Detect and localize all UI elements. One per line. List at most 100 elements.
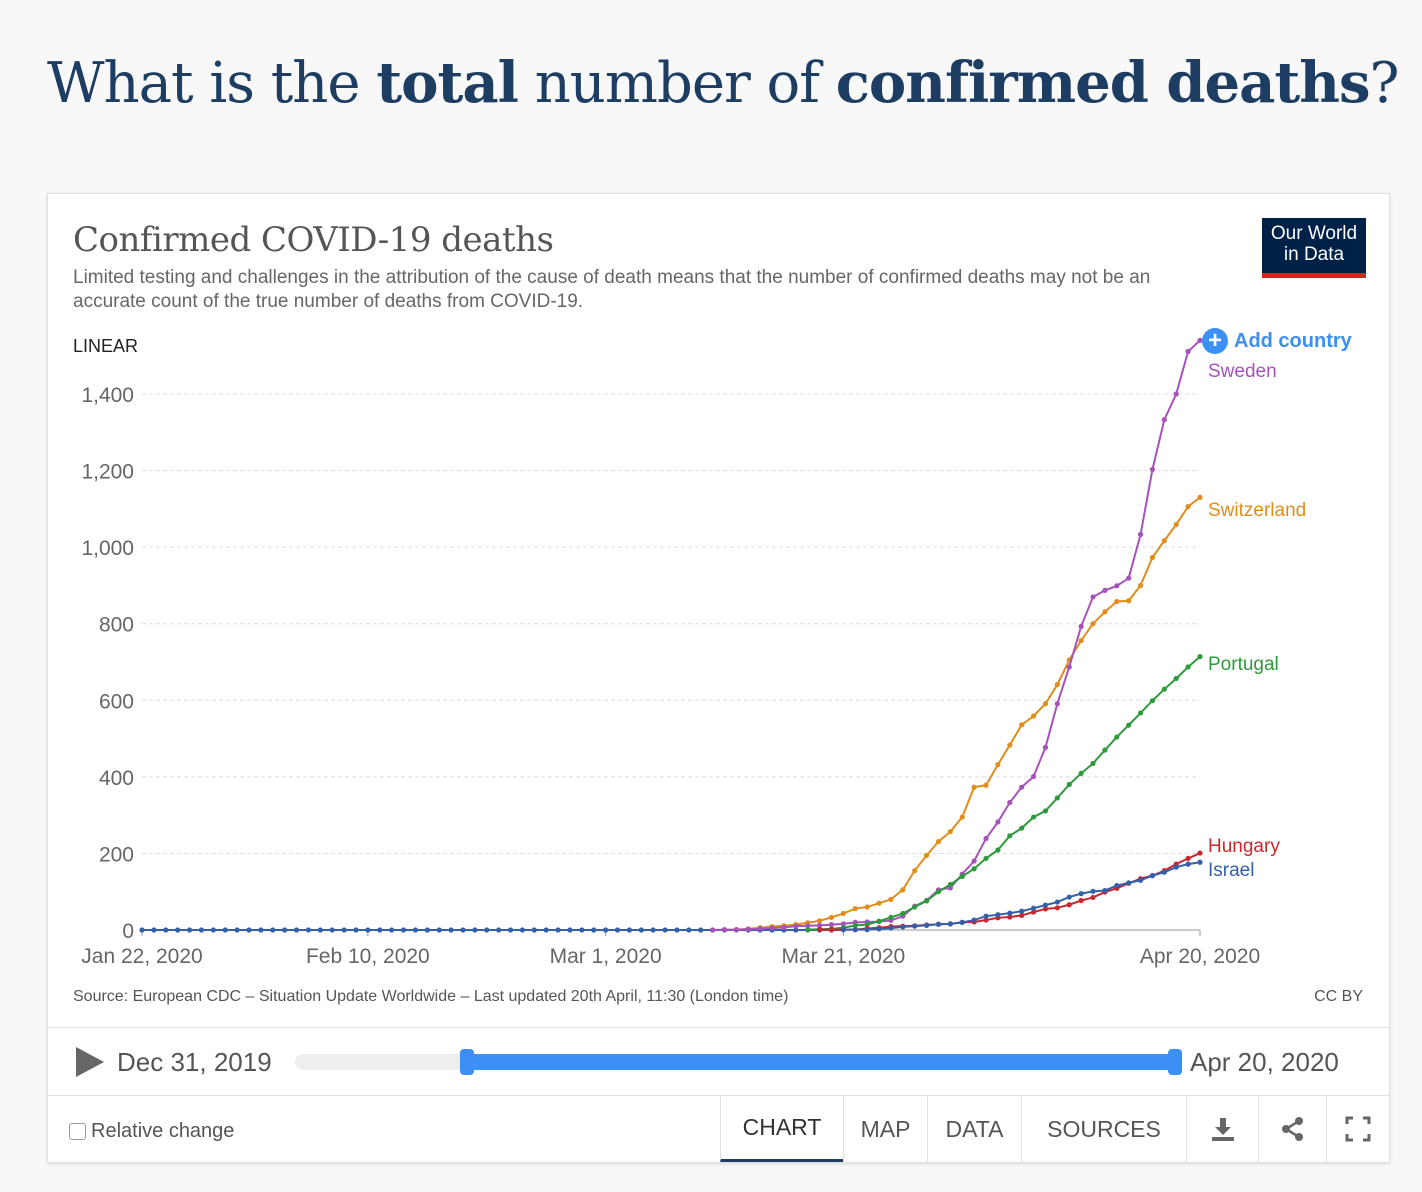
data-point-switzerland: [983, 782, 989, 788]
line-chart: 0 200 400 600 800 1,000 1,200 1,400 Jan 22, 2020…: [81, 337, 1306, 968]
logo-line1: Our World: [1270, 223, 1358, 244]
data-point-sweden: [1066, 664, 1072, 670]
download-icon: [1211, 1118, 1234, 1141]
relative-change-checkbox[interactable]: [69, 1123, 86, 1140]
data-point-hungary: [1090, 894, 1096, 901]
owid-logo[interactable]: Our World in Data: [1262, 218, 1366, 278]
data-point-switzerland: [1137, 582, 1144, 589]
relative-change-toggle[interactable]: Relative change: [69, 1120, 234, 1143]
data-point-israel: [983, 913, 989, 919]
data-point-sweden: [733, 927, 739, 933]
data-point-sweden: [828, 922, 835, 928]
data-point-switzerland: [1149, 554, 1156, 561]
data-point-sweden: [781, 924, 787, 930]
chart-controls: Relative change CHART MAP DATA SOURCES: [48, 1096, 1389, 1162]
fullscreen-button[interactable]: [1326, 1096, 1389, 1162]
data-point-sweden: [995, 819, 1001, 825]
plus-circle-icon: +: [1202, 328, 1228, 354]
data-point-switzerland: [971, 784, 977, 790]
data-point-israel: [912, 923, 918, 929]
data-point-switzerland: [840, 910, 846, 917]
data-point-israel: [1054, 899, 1060, 905]
data-point-portugal: [912, 904, 918, 910]
data-point-israel: [900, 924, 906, 930]
data-point-israel: [852, 927, 858, 933]
data-point-switzerland: [828, 914, 835, 920]
data-point-israel: [947, 921, 953, 927]
data-point-sweden: [840, 921, 846, 927]
data-point-portugal: [1149, 698, 1156, 704]
timeline-start-handle[interactable]: [459, 1049, 474, 1075]
data-point-switzerland: [1007, 742, 1013, 748]
data-point-switzerland: [1173, 521, 1179, 528]
tab-map[interactable]: MAP: [843, 1096, 927, 1162]
data-point-sweden: [1007, 799, 1013, 806]
series-line-portugal: [807, 655, 1201, 931]
data-point-switzerland: [1019, 722, 1025, 728]
data-point-portugal: [995, 847, 1001, 853]
data-point-hungary: [1078, 897, 1084, 904]
chart-subtitle: Limited testing and challenges in the at…: [73, 267, 1151, 312]
data-point-israel: [1042, 902, 1049, 908]
data-point-switzerland: [1102, 609, 1108, 615]
x-tick-label: Mar 21, 2020: [781, 945, 905, 968]
data-point-switzerland: [935, 838, 942, 845]
relative-change-label: Relative change: [91, 1120, 235, 1142]
data-point-portugal: [1102, 747, 1108, 753]
data-point-sweden: [793, 923, 799, 929]
data-point-israel: [1173, 864, 1179, 870]
fullscreen-icon: [1345, 1116, 1371, 1142]
tab-chart[interactable]: CHART: [720, 1096, 843, 1162]
timeline-end-handle[interactable]: [1168, 1049, 1182, 1075]
timeline-start-date: Dec 31, 2019: [117, 1047, 272, 1077]
data-point-portugal: [1197, 654, 1203, 660]
data-point-hungary: [1042, 906, 1049, 912]
data-point-switzerland: [1161, 538, 1167, 544]
tab-sources[interactable]: SOURCES: [1021, 1096, 1186, 1162]
logo-accent-bar: [1262, 273, 1366, 278]
data-point-portugal: [959, 873, 965, 880]
timeline-track[interactable]: [295, 1049, 1182, 1075]
data-point-sweden: [769, 925, 775, 931]
x-tick-label: Apr 20, 2020: [1140, 945, 1260, 968]
play-icon[interactable]: [76, 1047, 104, 1077]
scale-toggle[interactable]: LINEAR: [73, 336, 139, 356]
data-point-sweden: [721, 927, 728, 933]
data-point-sweden: [1019, 784, 1025, 790]
data-point-switzerland: [1030, 713, 1037, 719]
data-point-sweden: [1114, 583, 1120, 589]
data-point-portugal: [1042, 808, 1049, 814]
share-button[interactable]: [1258, 1096, 1326, 1162]
tab-data[interactable]: DATA: [927, 1096, 1021, 1162]
y-tick-label: 1,200: [81, 461, 134, 484]
add-country-button[interactable]: + Add country: [1202, 328, 1352, 354]
download-button[interactable]: [1186, 1096, 1258, 1162]
data-point-switzerland: [923, 852, 930, 858]
data-point-switzerland: [1090, 621, 1096, 627]
data-point-portugal: [1185, 664, 1191, 670]
data-point-portugal: [1137, 710, 1144, 716]
chart-title: Confirmed COVID-19 deaths: [73, 220, 554, 260]
data-point-sweden: [1137, 531, 1144, 538]
data-point-hungary: [1054, 905, 1060, 911]
x-tick-label: Jan 22, 2020: [81, 945, 202, 968]
data-point-sweden: [1197, 337, 1203, 343]
data-point-portugal: [1161, 686, 1167, 692]
data-point-sweden: [1149, 466, 1156, 473]
data-point-switzerland: [864, 904, 870, 910]
data-point-israel: [1149, 873, 1156, 879]
timeline: Dec 31, 2019 Apr 20, 2020: [48, 1028, 1389, 1095]
data-point-israel: [1185, 861, 1191, 867]
page-heading: What is the total number of confirmed de…: [47, 50, 1400, 116]
data-point-hungary: [1197, 850, 1203, 856]
y-tick-label: 200: [99, 843, 134, 866]
data-point-sweden: [1102, 587, 1108, 594]
data-point-israel: [923, 922, 930, 929]
data-point-israel: [1102, 887, 1108, 894]
data-point-portugal: [983, 855, 989, 862]
license-link[interactable]: CC BY: [1314, 988, 1363, 1005]
data-point-israel: [1007, 910, 1013, 916]
timeline-end-date: Apr 20, 2020: [1190, 1047, 1339, 1077]
data-point-israel: [840, 927, 846, 933]
data-point-israel: [1066, 894, 1072, 900]
